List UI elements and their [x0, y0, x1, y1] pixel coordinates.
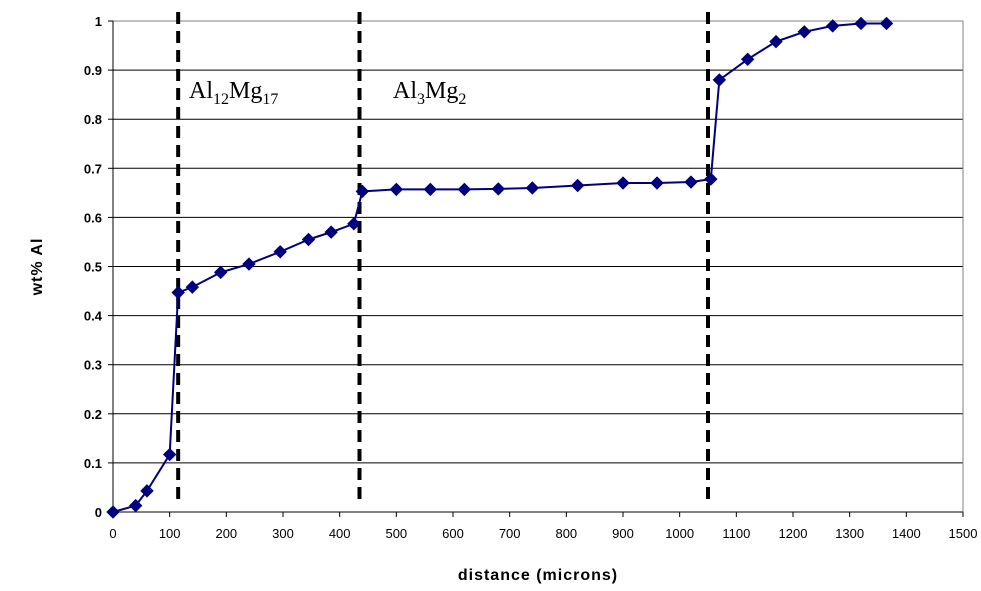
y-tick-label: 0.2 — [84, 407, 102, 422]
data-point-marker — [825, 19, 840, 33]
phase-label: Al3Mg2 — [393, 78, 466, 108]
data-point-marker — [347, 217, 361, 231]
y-tick-label: 0 — [95, 505, 102, 520]
data-point-marker — [171, 285, 185, 300]
data-point-marker — [712, 73, 727, 87]
x-tick-label: 1200 — [779, 526, 808, 541]
data-point-marker — [324, 225, 338, 239]
x-tick-label: 1000 — [665, 526, 694, 541]
phase-label: Al12Mg17 — [189, 78, 278, 108]
data-point-marker — [128, 498, 143, 513]
data-point-marker — [797, 25, 812, 39]
x-tick-label: 900 — [612, 526, 634, 541]
data-point-marker — [185, 280, 200, 294]
x-axis-title: distance (microns) — [458, 567, 618, 584]
data-point-marker — [854, 16, 868, 31]
data-point-marker — [355, 184, 370, 199]
data-point-marker — [273, 245, 287, 259]
y-axis-title: wt% Al — [29, 238, 46, 297]
x-tick-label: 1400 — [892, 526, 921, 541]
phase-labels: Al12Mg17 Al3Mg2 — [189, 78, 466, 108]
x-tick-label: 0 — [109, 526, 116, 541]
data-point-marker — [769, 34, 783, 49]
y-tick-label: 0.4 — [84, 309, 103, 324]
data-point-marker — [423, 182, 438, 197]
y-tick-label: 0.5 — [84, 260, 102, 275]
data-point-marker — [213, 265, 228, 280]
data-point-marker — [704, 172, 718, 186]
data-point-marker — [457, 182, 472, 197]
y-tick-label: 0.9 — [84, 63, 102, 78]
y-tick-label: 0.7 — [84, 161, 102, 176]
data-point-marker — [140, 484, 154, 498]
data-point-marker — [389, 182, 404, 197]
y-tick-label: 1 — [95, 14, 102, 29]
x-tick-label: 400 — [329, 526, 351, 541]
data-point-marker — [740, 52, 755, 67]
data-point-marker — [650, 176, 664, 190]
x-tick-label: 200 — [215, 526, 237, 541]
data-point-marker — [879, 16, 894, 31]
phase-boundaries — [176, 12, 710, 503]
data-point-marker — [525, 181, 540, 195]
x-tick-label: 1500 — [949, 526, 978, 541]
y-tick-label: 0.6 — [84, 210, 102, 225]
y-tick-label: 0.1 — [84, 456, 102, 471]
series-group — [106, 16, 894, 519]
data-point-marker — [301, 232, 316, 247]
y-tick-label: 0.3 — [84, 358, 102, 373]
x-tick-label: 1300 — [835, 526, 864, 541]
x-tick-label: 300 — [272, 526, 294, 541]
data-point-marker — [242, 257, 256, 271]
data-point-marker — [162, 447, 177, 462]
x-tick-label: 100 — [159, 526, 181, 541]
data-point-marker — [106, 505, 120, 519]
x-tick-label: 500 — [385, 526, 407, 541]
data-point-marker — [684, 175, 698, 189]
x-tick-label: 1100 — [722, 526, 750, 541]
y-tick-labels: 0 0.1 0.2 0.3 0.4 0.5 0.6 0.7 0.8 0.9 1 — [84, 14, 113, 520]
y-tick-label: 0.8 — [84, 112, 102, 127]
x-tick-label: 700 — [499, 526, 521, 541]
x-tick-label: 600 — [442, 526, 464, 541]
x-tick-label: 800 — [555, 526, 577, 541]
data-point-marker — [616, 176, 630, 190]
x-tick-labels: 0 100 200 300 400 500 600 700 800 900 1000 1100 1200… — [109, 512, 977, 541]
data-point-marker — [570, 178, 585, 193]
data-point-marker — [491, 182, 506, 196]
